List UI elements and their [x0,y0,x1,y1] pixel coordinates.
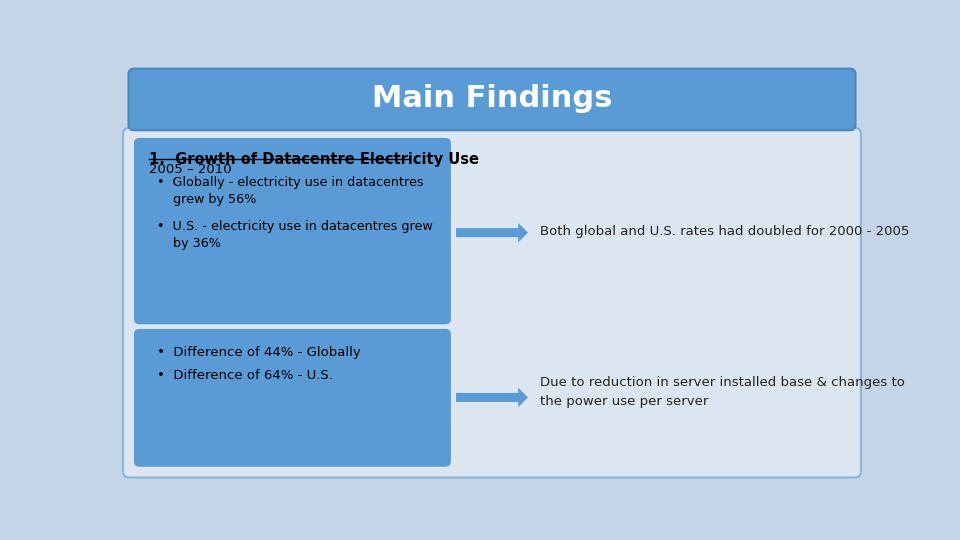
Text: •  Difference of 64% - U.S.: • Difference of 64% - U.S. [157,369,333,382]
Text: •  U.S. - electricity use in datacentres grew
    by 36%: • U.S. - electricity use in datacentres … [157,220,433,251]
Text: 1.  Growth of Datacentre Electricity Use: 1. Growth of Datacentre Electricity Use [150,152,479,167]
Text: Both global and U.S. rates had doubled for 2000 - 2005: Both global and U.S. rates had doubled f… [540,225,909,238]
FancyBboxPatch shape [129,69,855,130]
Text: Main Findings: Main Findings [372,84,612,113]
Text: 2005 – 2010: 2005 – 2010 [150,163,232,176]
FancyBboxPatch shape [123,128,861,477]
FancyBboxPatch shape [134,138,451,325]
Text: •  Globally - electricity use in datacentres
    grew by 56%: • Globally - electricity use in datacent… [157,177,423,206]
Text: Due to reduction in server installed base & changes to
the power use per server: Due to reduction in server installed bas… [540,376,905,408]
FancyBboxPatch shape [134,329,451,467]
Text: •  Difference of 44% - Globally: • Difference of 44% - Globally [157,346,361,359]
